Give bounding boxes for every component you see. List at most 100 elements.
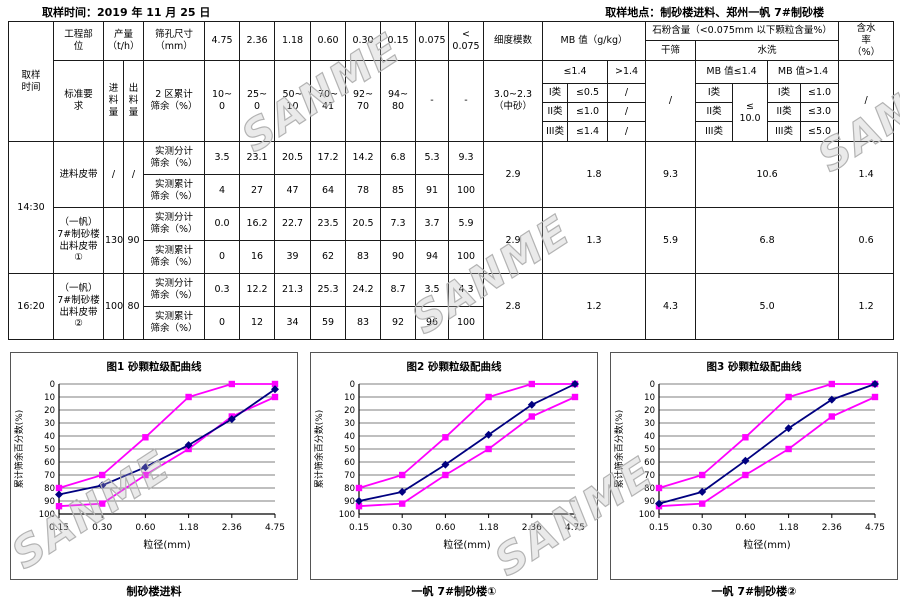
header-stone-powder: 石粉含量（<0.075mm 以下颗粒含量%） bbox=[645, 21, 840, 41]
fen-value-cell: 24.2 bbox=[345, 273, 382, 307]
row-label-lei: 实测累计 筛余（%） bbox=[143, 306, 206, 340]
dry-sieve-cell: 5.9 bbox=[645, 207, 697, 274]
fen-value-cell: 16.2 bbox=[239, 207, 276, 241]
svg-text:粒径(mm): 粒径(mm) bbox=[743, 538, 790, 551]
header-moisture: 含水 率 （%） bbox=[838, 21, 895, 61]
svg-text:80: 80 bbox=[344, 484, 355, 494]
svg-text:10: 10 bbox=[344, 393, 355, 403]
table-row: 16:20 （一帆） 7#制砂楼 出料皮带 ② 100 80 实测分计 筛余（%） 0.3… bbox=[8, 273, 895, 340]
lei-value-cell: 85 bbox=[380, 174, 417, 208]
header-dry-sieve: 干筛 bbox=[645, 40, 697, 61]
svg-text:90: 90 bbox=[344, 497, 355, 507]
spec-mb-gt-3: / bbox=[607, 121, 647, 142]
svg-text:30: 30 bbox=[344, 419, 355, 429]
svg-text:70: 70 bbox=[344, 471, 355, 481]
header-output: 产量 （t/h） bbox=[102, 21, 145, 61]
spec-fineness: 3.0~2.3 （中砂） bbox=[483, 60, 544, 142]
header-feed-amount: 进料量 bbox=[103, 60, 124, 142]
table-row: 实测累计 筛余（%） 4 27 47 64 78 85 91 100 bbox=[9, 174, 894, 208]
lei-value-cell: 100 bbox=[448, 174, 485, 208]
spec-mb-limit-3: ≤1.4 bbox=[567, 121, 609, 142]
spec-moisture-value: / bbox=[838, 60, 895, 142]
dry-sieve-cell: 9.3 bbox=[645, 141, 697, 208]
svg-text:0: 0 bbox=[650, 380, 655, 390]
part-cell: 进料皮带 bbox=[53, 141, 104, 208]
spec-wash-gt-limit-3: ≤5.0 bbox=[800, 121, 840, 142]
spec-mb-class-1: I类 bbox=[542, 83, 569, 103]
time-cell: 16:20 bbox=[8, 273, 54, 340]
lei-value-cell: 4 bbox=[204, 174, 241, 208]
svg-text:1.18: 1.18 bbox=[779, 523, 799, 533]
svg-text:50: 50 bbox=[344, 445, 355, 455]
header-size-lt-0-075: < 0.075 bbox=[448, 21, 485, 61]
svg-text:30: 30 bbox=[44, 419, 55, 429]
chart-3-caption: 一帆 7#制砂楼② bbox=[711, 585, 797, 598]
fen-value-cell: 3.7 bbox=[415, 207, 450, 241]
mb-cell: 1.8 bbox=[542, 141, 647, 208]
svg-text:0.15: 0.15 bbox=[649, 523, 669, 533]
fen-value-cell: 3.5 bbox=[415, 273, 450, 307]
spec-mb-class-3: III类 bbox=[542, 121, 569, 142]
gradation-chart-svg: 0 10 20 30 40 50 60 70 80 90 100 0.15 0.30 0.60 1.18 2.… bbox=[613, 380, 885, 551]
lei-value-cell: 12 bbox=[239, 306, 276, 340]
mb-cell: 1.2 bbox=[542, 273, 647, 340]
lei-value-cell: 27 bbox=[239, 174, 276, 208]
gradation-chart-svg: 0 10 20 30 40 50 60 70 80 90 100 0.15 0.30 0.60 1.18 2.… bbox=[313, 380, 585, 551]
header-discharge-amount: 出料量 bbox=[122, 60, 145, 142]
header-size-1-18: 1.18 bbox=[274, 21, 312, 61]
feed-cell: 100 bbox=[103, 273, 124, 340]
part-cell: （一帆） 7#制砂楼 出料皮带 ② bbox=[53, 273, 104, 340]
lei-value-cell: 83 bbox=[345, 240, 382, 274]
feed-cell: / bbox=[103, 141, 124, 208]
chart-3-wrapper: 图3 砂颗粒级配曲线 0 10 20 30 40 50 60 70 80 90 100 0.15 0.3… bbox=[610, 352, 898, 599]
spec-0-60: 70~ 41 bbox=[310, 60, 347, 142]
gradation-report-table: 取样 时间 工程部 位 产量 （t/h） 筛孔尺寸 （mm） 4.75 2.36… bbox=[8, 21, 895, 340]
feed-cell: 130 bbox=[103, 207, 124, 274]
spec-wash-gt-limit-1: ≤1.0 bbox=[800, 83, 840, 103]
fineness-cell: 2.8 bbox=[483, 273, 544, 340]
svg-text:90: 90 bbox=[44, 497, 55, 507]
lei-value-cell: 59 bbox=[310, 306, 347, 340]
lei-value-cell: 16 bbox=[239, 240, 276, 274]
chart-3-title: 图3 砂颗粒级配曲线 bbox=[706, 361, 802, 373]
svg-text:4.75: 4.75 bbox=[565, 523, 585, 533]
chart-3-plot: 0 10 20 30 40 50 60 70 80 90 100 0.15 0.30 0.60 1.18 2.… bbox=[611, 374, 897, 576]
svg-text:粒径(mm): 粒径(mm) bbox=[143, 538, 190, 551]
lei-value-cell: 90 bbox=[380, 240, 417, 274]
svg-text:60: 60 bbox=[644, 458, 655, 468]
spec-wash-gt-class-2: II类 bbox=[767, 102, 802, 122]
spec-mb-gt: >1.4 bbox=[607, 60, 647, 84]
table-row: 实测累计 筛余（%） 0 16 39 62 83 90 94 100 bbox=[9, 240, 894, 274]
header-fineness: 细度模数 bbox=[483, 21, 544, 61]
moisture-cell: 1.2 bbox=[838, 273, 895, 340]
svg-text:50: 50 bbox=[644, 445, 655, 455]
fen-value-cell: 8.7 bbox=[380, 273, 417, 307]
spec-wash-gt-class-3: III类 bbox=[767, 121, 802, 142]
row-label-fen: 实测分计 筛余（%） bbox=[143, 273, 206, 307]
spec-1-18: 50~ 10 bbox=[274, 60, 312, 142]
svg-text:1.18: 1.18 bbox=[179, 523, 199, 533]
spec-mb-gt-2: / bbox=[607, 102, 647, 122]
svg-text:100: 100 bbox=[639, 510, 655, 520]
fen-value-cell: 21.3 bbox=[274, 273, 312, 307]
moisture-cell: 1.4 bbox=[838, 141, 895, 208]
spec-wash-le-class-1: I类 bbox=[695, 83, 734, 103]
lei-value-cell: 39 bbox=[274, 240, 312, 274]
sample-time-label: 取样时间：2019 年 11 月 25 日 bbox=[42, 6, 211, 19]
svg-text:0.30: 0.30 bbox=[92, 523, 112, 533]
svg-text:100: 100 bbox=[39, 510, 55, 520]
chart-2-caption: 一帆 7#制砂楼① bbox=[411, 585, 497, 598]
chart-1-box: 图1 砂颗粒级配曲线 0 10 20 30 40 50 60 70 80 90 100 0.15 0.3… bbox=[10, 352, 298, 580]
svg-text:80: 80 bbox=[644, 484, 655, 494]
water-wash-cell: 10.6 bbox=[695, 141, 840, 208]
svg-text:2.36: 2.36 bbox=[522, 523, 542, 533]
lei-value-cell: 91 bbox=[415, 174, 450, 208]
row-label-lei: 实测累计 筛余（%） bbox=[143, 240, 206, 274]
spec-2-36: 25~ 0 bbox=[239, 60, 276, 142]
lei-value-cell: 64 bbox=[310, 174, 347, 208]
svg-text:0.60: 0.60 bbox=[135, 523, 155, 533]
spec-0-30: 92~ 70 bbox=[345, 60, 382, 142]
svg-text:60: 60 bbox=[344, 458, 355, 468]
svg-text:70: 70 bbox=[644, 471, 655, 481]
svg-text:0.15: 0.15 bbox=[349, 523, 369, 533]
